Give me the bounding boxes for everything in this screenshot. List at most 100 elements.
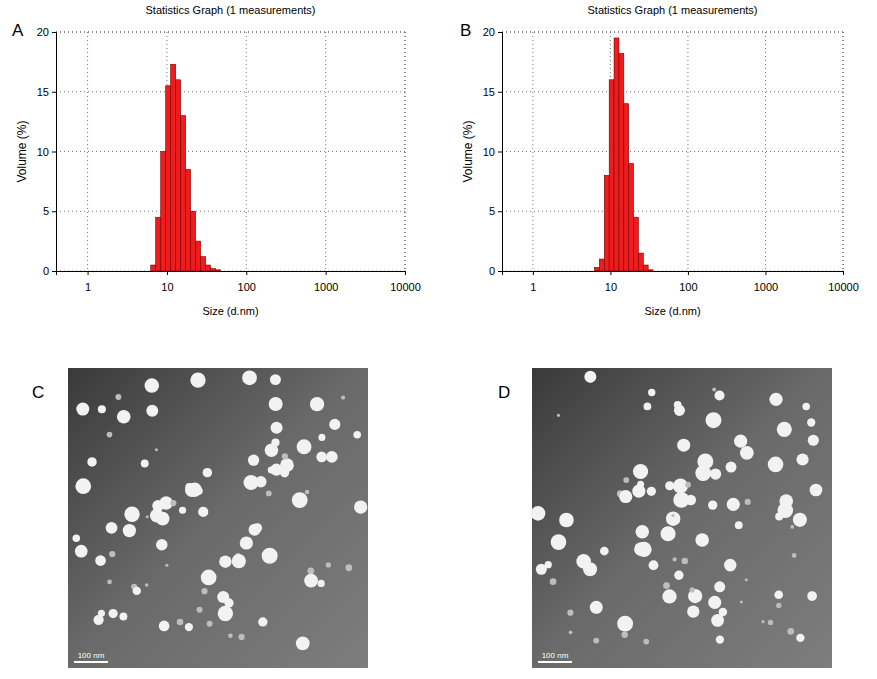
particle: [248, 455, 259, 466]
particle: [768, 620, 773, 625]
grid-line: [687, 32, 688, 271]
grid-line: [532, 32, 533, 271]
bar: [166, 86, 171, 271]
tick-mark: [498, 211, 502, 212]
frame: [405, 32, 406, 271]
tick-label: 10000: [828, 281, 859, 293]
particle: [242, 370, 257, 385]
particle: [145, 378, 160, 393]
particle: [792, 553, 797, 558]
tick: 10000: [390, 271, 421, 293]
tick: 10: [37, 146, 56, 158]
bar: [643, 265, 648, 271]
particle: [559, 513, 574, 528]
particle: [690, 587, 695, 592]
grid: [502, 32, 843, 271]
particle: [305, 490, 309, 494]
tick: 0: [489, 265, 502, 277]
particle: [133, 587, 141, 595]
grid-line: [246, 32, 247, 271]
particle: [217, 591, 229, 603]
particle: [238, 634, 244, 640]
y-axis: 05101520: [483, 26, 503, 277]
particle: [790, 525, 794, 529]
particle: [150, 509, 164, 523]
particle: [258, 617, 267, 626]
bar: [156, 217, 161, 271]
tick-mark: [498, 32, 502, 33]
bar: [604, 175, 609, 271]
axis-line: [57, 272, 406, 276]
particle: [671, 514, 674, 517]
particle: [232, 554, 246, 568]
particle: [265, 444, 278, 457]
particle: [270, 374, 281, 385]
particle: [621, 632, 627, 638]
x-axis-title: Size (d.nm): [202, 305, 258, 317]
tick-label: 10: [483, 146, 495, 158]
particle: [644, 403, 652, 411]
particle: [557, 414, 560, 417]
particle: [201, 588, 207, 594]
particle: [714, 390, 724, 400]
bar: [196, 241, 201, 271]
particle: [197, 607, 203, 613]
bar: [599, 259, 604, 271]
particle: [740, 446, 754, 460]
particle: [637, 481, 644, 488]
particle: [796, 453, 808, 465]
particle: [551, 534, 567, 550]
particle: [124, 506, 139, 521]
grid-line: [56, 151, 405, 152]
scale-bar-label: 100 nm: [542, 651, 569, 660]
particle: [115, 394, 121, 400]
particle: [617, 616, 633, 632]
particle: [712, 388, 716, 392]
particle: [674, 405, 685, 416]
particle: [354, 500, 367, 513]
particle: [177, 619, 184, 626]
particle: [326, 562, 331, 567]
grid-line: [502, 211, 843, 212]
particle: [318, 434, 325, 441]
bar: [171, 64, 176, 271]
particle: [745, 499, 751, 505]
tick-mark: [498, 271, 502, 272]
particle: [145, 583, 149, 587]
particle: [769, 393, 782, 406]
tick: 1: [85, 271, 91, 293]
axis-line: [498, 33, 503, 272]
particle: [106, 522, 118, 534]
grid-line: [56, 211, 405, 212]
grid: [56, 32, 405, 271]
image-background: [532, 368, 832, 668]
bar: [595, 267, 600, 271]
particle: [307, 568, 314, 575]
particle: [297, 439, 312, 454]
tick: 1000: [314, 271, 338, 293]
tick-label: 10: [161, 281, 173, 293]
particle: [740, 601, 743, 604]
frame: [56, 32, 405, 33]
tick: 10: [483, 146, 502, 158]
particle: [623, 477, 629, 483]
scale-bar: [74, 661, 108, 663]
particle: [708, 596, 721, 609]
particle: [674, 571, 683, 580]
particle: [76, 403, 89, 416]
particle: [633, 464, 648, 479]
tick-mark: [326, 271, 327, 275]
particle: [545, 561, 552, 568]
particle: [73, 535, 80, 542]
bar: [634, 217, 639, 271]
grid-line: [325, 32, 326, 271]
particle: [146, 405, 158, 417]
particle: [745, 578, 748, 581]
tick: 100: [238, 271, 256, 293]
tick: 15: [37, 86, 56, 98]
tick-label: 0: [43, 265, 49, 277]
particle: [207, 621, 213, 627]
particle: [316, 452, 327, 463]
particle: [98, 405, 106, 413]
particle: [228, 634, 233, 639]
